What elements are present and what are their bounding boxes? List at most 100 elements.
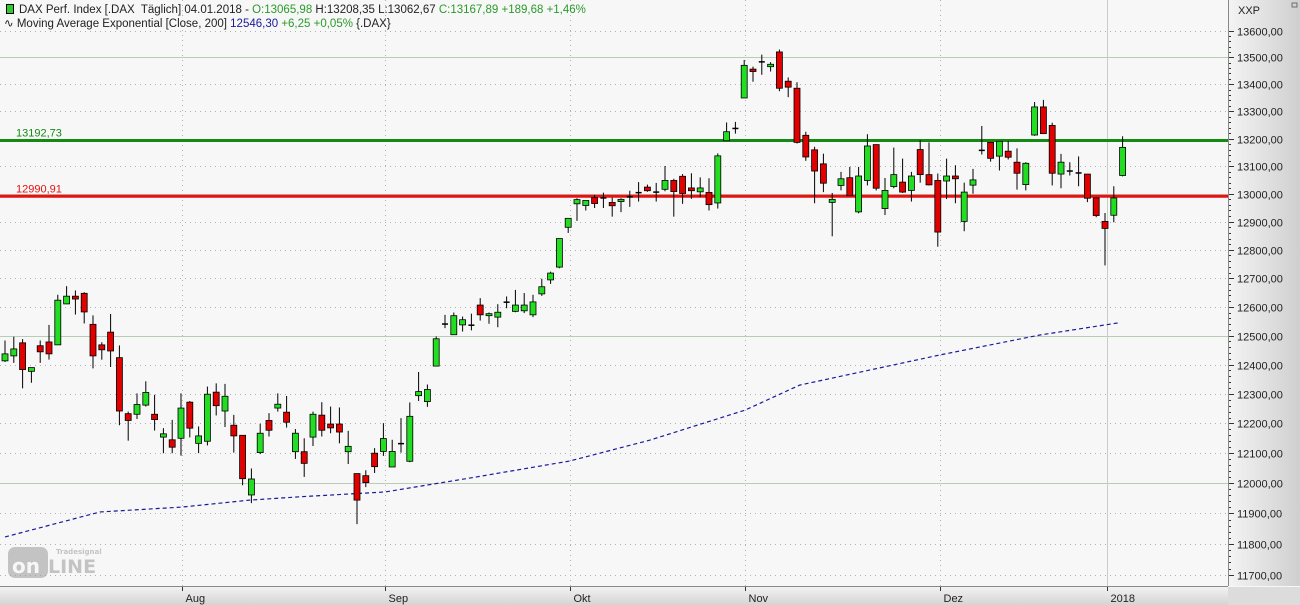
candle-up <box>740 64 748 99</box>
candle-up <box>1057 161 1065 175</box>
candle-down <box>793 87 801 143</box>
y-tick-label: 12100,00 <box>1237 449 1283 461</box>
candle-up <box>582 200 590 206</box>
candle-up <box>379 438 387 452</box>
candle-up <box>406 415 414 462</box>
y-tick-label: 13000,00 <box>1237 190 1283 202</box>
ema-legend: ∿ Moving Average Exponential [Close, 200… <box>4 17 391 31</box>
candle-down <box>335 423 343 433</box>
ema-series-line <box>4 322 1119 538</box>
axis-title: XXP <box>1238 5 1260 17</box>
x-tick-label: Sep <box>389 593 409 605</box>
candle-up <box>529 301 537 316</box>
candle-down <box>811 149 818 172</box>
y-tick-label: 12700,00 <box>1237 274 1283 286</box>
candle-down <box>239 434 247 480</box>
candle-down <box>168 439 176 448</box>
candle-up <box>547 272 554 281</box>
candle-down <box>45 341 53 355</box>
candle-up <box>291 432 299 453</box>
candle-down <box>124 413 132 421</box>
candle-down <box>1084 173 1091 199</box>
svg-text:Tradesignal: Tradesignal <box>56 548 102 556</box>
candle-up <box>142 392 150 406</box>
candle-up <box>221 395 229 412</box>
y-tick-label: 11800,00 <box>1237 540 1282 552</box>
legend-high-low: H:13208,35 L:13062,67 <box>312 4 439 16</box>
candle-up <box>661 180 669 190</box>
x-axis-panel[interactable] <box>0 587 1228 605</box>
candle-up <box>133 404 141 415</box>
candle-up <box>996 140 1003 157</box>
candle-up <box>494 311 502 318</box>
candle-down <box>353 473 361 501</box>
candle-down <box>89 323 97 357</box>
candle-down <box>608 202 616 207</box>
candle-down <box>116 357 123 412</box>
svg-text:on: on <box>12 554 40 578</box>
candle-down <box>300 451 308 464</box>
y-axis-ticks: 13600,00 13500,00 13400,00 13300,00 13200,00… <box>1229 27 1283 583</box>
candles <box>1 49 1126 525</box>
candle-up <box>828 198 836 203</box>
x-tick-label: Okt <box>574 593 591 605</box>
y-tick-label: 12000,00 <box>1237 479 1283 491</box>
x-tick-label: Nov <box>749 593 769 605</box>
candle-down <box>670 180 678 192</box>
candle-down <box>107 331 114 352</box>
candle-down <box>644 186 651 192</box>
candle-up <box>27 367 35 372</box>
candle-down <box>925 174 933 186</box>
candle-down <box>80 292 88 313</box>
ema-change: +6,25 +0,05% <box>278 18 353 30</box>
candle-legend-icon <box>6 4 14 14</box>
candle-up <box>159 433 167 438</box>
candle-down <box>1048 125 1056 174</box>
candle-down <box>820 163 827 184</box>
candle-up <box>485 313 493 317</box>
candle-down <box>98 344 106 351</box>
ema-line <box>4 322 1119 538</box>
candle-down <box>776 51 783 89</box>
candle-up <box>63 295 70 305</box>
candle-up <box>1119 146 1126 176</box>
candle-down <box>1004 150 1012 158</box>
y-tick-label: 12600,00 <box>1237 303 1283 315</box>
candle-up <box>177 407 185 439</box>
y-tick-label: 12500,00 <box>1237 332 1283 344</box>
legend-open: O:13065,98 <box>252 4 313 16</box>
grid <box>0 0 1228 586</box>
candle-down <box>591 197 598 204</box>
y-axis-panel[interactable] <box>1228 0 1300 586</box>
candle-up <box>256 432 264 453</box>
plot-area <box>0 0 1228 586</box>
candle-up <box>617 198 625 202</box>
candle-down <box>872 144 880 189</box>
y-tick-label: 11700,00 <box>1237 571 1282 583</box>
svg-text:LINE: LINE <box>48 556 96 578</box>
candle-down <box>688 187 695 192</box>
candle-up <box>309 413 317 438</box>
candle-down <box>802 134 810 158</box>
candle-up <box>855 175 862 213</box>
candle-up <box>512 304 519 312</box>
y-tick-label: 12200,00 <box>1237 419 1283 431</box>
candle-down <box>151 413 159 420</box>
tradesignal-online-logo: on LINE Tradesignal <box>8 547 102 578</box>
candle-down <box>371 452 379 468</box>
candle-down <box>265 420 273 431</box>
candle-up <box>864 145 871 181</box>
candle-down <box>987 141 994 159</box>
price-line-label: 13192,73 <box>16 128 62 140</box>
candle-down <box>934 180 942 233</box>
x-tick-label: Dez <box>944 593 964 605</box>
candle-up <box>247 478 255 496</box>
maximize-icon[interactable] <box>1291 2 1298 8</box>
legend-close: C:13167,89 +189,68 +1,46% <box>438 4 586 16</box>
candle-up <box>10 348 18 357</box>
candle-up <box>723 131 730 142</box>
horizontal-lines[interactable]: 13192,73 12990,91 <box>0 128 1228 198</box>
candle-down <box>362 475 370 484</box>
candle-up <box>969 179 977 186</box>
